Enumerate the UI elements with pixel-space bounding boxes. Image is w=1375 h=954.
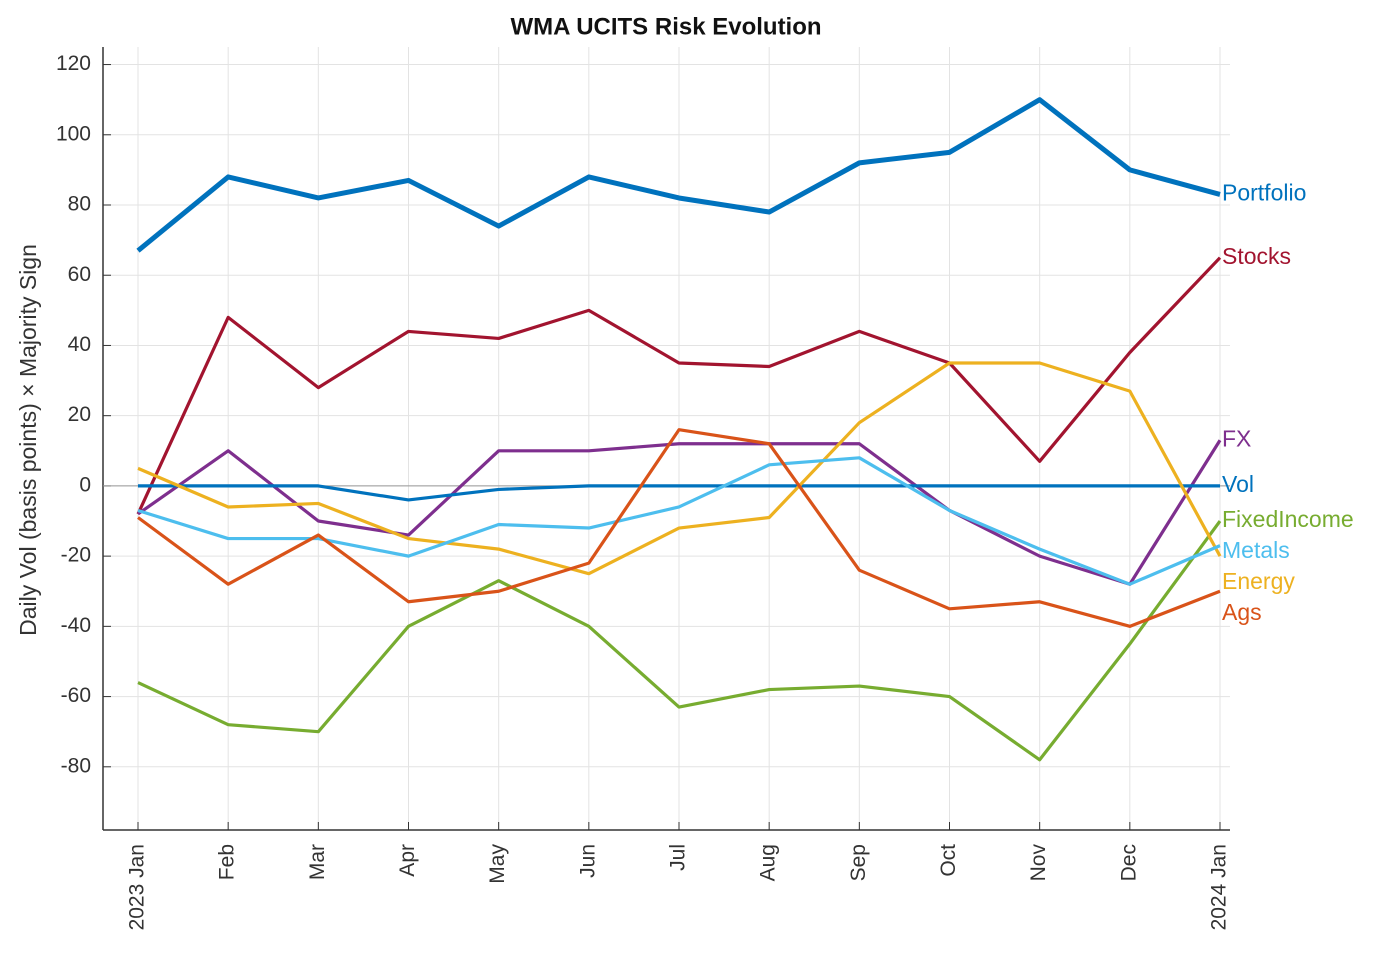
y-tick-label: 120 bbox=[56, 52, 91, 75]
y-tick-label: 100 bbox=[56, 122, 91, 145]
series-line bbox=[137, 439, 1222, 586]
x-tick-label: Aug bbox=[757, 844, 780, 881]
series-line bbox=[137, 428, 1221, 628]
x-tick-label: Oct bbox=[937, 844, 960, 877]
series-label: Vol bbox=[1222, 471, 1254, 497]
series-label: FX bbox=[1222, 425, 1251, 451]
x-tick-label: Jul bbox=[667, 844, 690, 871]
y-tick-label: 20 bbox=[68, 403, 91, 426]
x-tick-label: May bbox=[486, 844, 509, 884]
y-tick-label: 60 bbox=[68, 263, 91, 286]
series-label: Stocks bbox=[1222, 243, 1291, 269]
series-line bbox=[137, 361, 1222, 576]
y-tick-label: 40 bbox=[68, 333, 91, 356]
series-line bbox=[136, 97, 1221, 253]
series-label: FixedIncome bbox=[1222, 506, 1354, 532]
x-tick-label: Sep bbox=[847, 844, 870, 881]
y-tick-label: 80 bbox=[68, 193, 91, 216]
series-line bbox=[137, 456, 1221, 586]
x-tick-label: Feb bbox=[216, 844, 239, 880]
x-tick-label: 2023 Jan bbox=[126, 844, 149, 930]
series-label: Portfolio bbox=[1222, 180, 1306, 206]
y-tick-label: -60 bbox=[61, 684, 91, 707]
x-tick-label: Nov bbox=[1027, 844, 1050, 882]
y-axis-label: Daily Vol (basis points) × Majority Sign bbox=[15, 244, 41, 636]
series-label: Metals bbox=[1222, 537, 1290, 563]
x-tick-label: Dec bbox=[1117, 844, 1140, 881]
series-line bbox=[138, 484, 1220, 502]
series-label: Energy bbox=[1222, 568, 1295, 594]
series-line bbox=[137, 520, 1222, 762]
series-label: Ags bbox=[1222, 599, 1262, 625]
chart-title: WMA UCITS Risk Evolution bbox=[510, 13, 821, 40]
series-line bbox=[136, 256, 1222, 515]
x-tick-label: Jun bbox=[576, 844, 599, 878]
y-tick-label: -80 bbox=[61, 754, 91, 777]
x-tick-label: Mar bbox=[306, 844, 329, 880]
y-tick-label: -40 bbox=[61, 614, 91, 637]
x-tick-label: Apr bbox=[396, 844, 419, 877]
y-tick-label: -20 bbox=[61, 544, 91, 567]
x-tick-label: 2024 Jan bbox=[1208, 844, 1231, 930]
y-tick-label: 0 bbox=[79, 473, 91, 496]
